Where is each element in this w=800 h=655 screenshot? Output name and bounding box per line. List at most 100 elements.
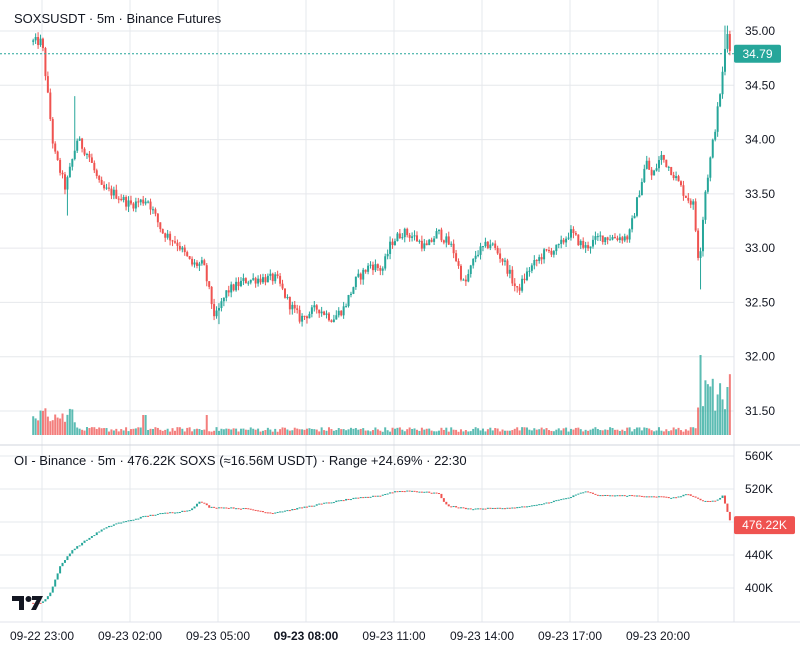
oi-bar — [415, 491, 418, 493]
oi-bar — [293, 509, 296, 511]
oi-bar — [78, 545, 81, 547]
volume-bar — [723, 409, 726, 435]
candle-body — [132, 203, 135, 209]
volume-bar — [217, 430, 220, 435]
oi-bar — [68, 553, 71, 557]
oi-bar — [381, 494, 384, 496]
candle-body — [640, 182, 643, 196]
candle-body — [386, 253, 389, 257]
volume-bar — [484, 431, 487, 435]
candle-body — [203, 260, 206, 266]
oi-bar — [655, 496, 658, 498]
candle-body — [305, 316, 308, 319]
candle-body — [689, 200, 692, 205]
volume-bar — [286, 429, 289, 435]
volume-bar — [276, 431, 279, 435]
volume-bar — [709, 386, 712, 435]
volume-bar — [437, 430, 440, 435]
volume-bar — [139, 427, 142, 435]
candle-body — [98, 175, 101, 180]
volume-bar — [34, 418, 37, 435]
oi-bar — [704, 500, 707, 502]
candle-body — [484, 241, 487, 247]
volume-bar — [667, 431, 670, 435]
volume-bar — [403, 431, 406, 435]
candle-body — [352, 287, 355, 294]
candle-body — [261, 277, 264, 283]
volume-bar — [330, 429, 333, 435]
oi-bar — [257, 510, 260, 512]
oi-bar — [269, 512, 272, 514]
volume-bar — [550, 430, 553, 435]
candle-body — [49, 92, 52, 120]
candle-body — [389, 241, 392, 254]
oi-bar — [406, 490, 409, 492]
volume-bar — [129, 429, 132, 435]
volume-bar — [122, 430, 125, 435]
candle-body — [232, 284, 235, 291]
oi-bar — [227, 507, 230, 509]
candle-body — [347, 295, 350, 307]
oi-bar — [195, 503, 198, 507]
oi-bar — [337, 500, 340, 502]
oi-bar — [459, 507, 462, 509]
volume-bar — [689, 427, 692, 435]
oi-bar — [450, 506, 453, 508]
volume-bar — [513, 428, 516, 435]
volume-bar — [474, 427, 477, 435]
candle-body — [269, 273, 272, 276]
volume-bar — [44, 408, 47, 435]
volume-bar — [384, 427, 387, 435]
volume-bar — [508, 430, 511, 435]
candle-body — [511, 269, 514, 284]
oi-bar — [594, 493, 597, 495]
volume-bar — [408, 427, 411, 435]
oi-bar — [100, 529, 103, 532]
oi-bar — [616, 495, 619, 497]
volume-bar — [638, 427, 641, 435]
candle-body — [215, 310, 218, 317]
candle-body — [459, 265, 462, 280]
oi-bar — [261, 511, 264, 513]
candle-body — [186, 252, 189, 257]
oi-pane-legend[interactable]: OI - Binance · 5m · 476.22K SOXS (≈16.56… — [14, 453, 467, 468]
candle-body — [195, 262, 198, 266]
candle-body — [457, 261, 460, 266]
price-axis-tick-label: 34.00 — [745, 133, 775, 147]
candle-body — [359, 273, 362, 280]
volume-bar — [481, 428, 484, 435]
candle-body — [120, 198, 123, 201]
oi-bar — [665, 496, 668, 498]
volume-bar — [618, 430, 621, 435]
tradingview-logo-icon[interactable] — [12, 594, 44, 612]
oi-bar — [239, 508, 242, 510]
time-axis-tick-label: 09-23 11:00 — [362, 629, 425, 643]
oi-bar — [249, 508, 252, 510]
volume-bar — [103, 428, 106, 435]
oi-bar — [491, 507, 494, 509]
candle-body — [591, 239, 594, 247]
candle-body — [354, 276, 357, 288]
oi-bar — [61, 562, 64, 567]
volume-bar — [413, 428, 416, 435]
volume-bar — [565, 427, 568, 435]
volume-bar — [54, 414, 57, 435]
volume-bar — [701, 406, 704, 435]
volume-bar — [232, 428, 235, 435]
volume-bar — [310, 428, 313, 435]
volume-bar — [648, 428, 651, 435]
volume-bar — [110, 429, 113, 435]
volume-bar — [425, 428, 428, 435]
candle-layer — [32, 25, 731, 327]
candle-body — [711, 139, 714, 158]
volume-bar — [418, 430, 421, 435]
main-pane-legend[interactable]: SOXSUSDT · 5m · Binance Futures — [14, 11, 222, 26]
volume-bar — [181, 428, 184, 435]
volume-bar — [171, 428, 174, 435]
candle-body — [545, 249, 548, 251]
price-axis-tick-label: 33.50 — [745, 187, 775, 201]
volume-bar — [445, 427, 448, 435]
volume-bar — [95, 428, 98, 435]
candle-body — [577, 234, 580, 246]
volume-bar — [137, 427, 140, 435]
